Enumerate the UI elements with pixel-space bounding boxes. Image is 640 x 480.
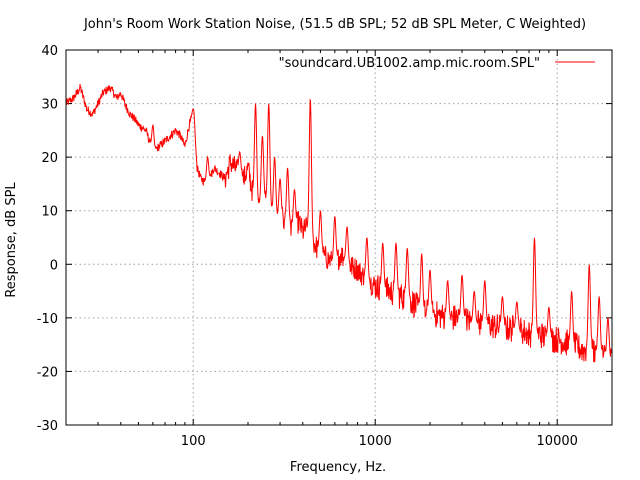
y-tick-label: -10	[37, 312, 58, 327]
y-tick-label: 20	[41, 151, 58, 166]
y-tick-label: 40	[41, 44, 58, 59]
chart-title: John's Room Work Station Noise, (51.5 dB…	[83, 17, 586, 32]
y-tick-label: -20	[37, 365, 58, 380]
series-layer	[65, 83, 613, 363]
x-tick-label: 100	[181, 434, 206, 449]
y-tick-label: 0	[50, 258, 58, 273]
x-tick-label: 1000	[359, 434, 392, 449]
grid	[66, 50, 612, 425]
x-tick-label: 10000	[537, 434, 578, 449]
y-tick-label: 30	[41, 98, 58, 113]
y-tick-label: 10	[41, 205, 58, 220]
ticks: -30 -20 -10 0 10 20 30 40 100 1000 10000	[37, 44, 613, 449]
plot-frame	[65, 49, 613, 426]
x-axis-label: Frequency, Hz.	[290, 460, 386, 475]
legend: "soundcard.UB1002.amp.mic.room.SPL"	[279, 56, 595, 71]
y-axis-label: Response, dB SPL	[4, 182, 19, 298]
series-line	[65, 83, 613, 363]
y-tick-label: -30	[37, 419, 58, 434]
legend-label: "soundcard.UB1002.amp.mic.room.SPL"	[279, 56, 540, 71]
